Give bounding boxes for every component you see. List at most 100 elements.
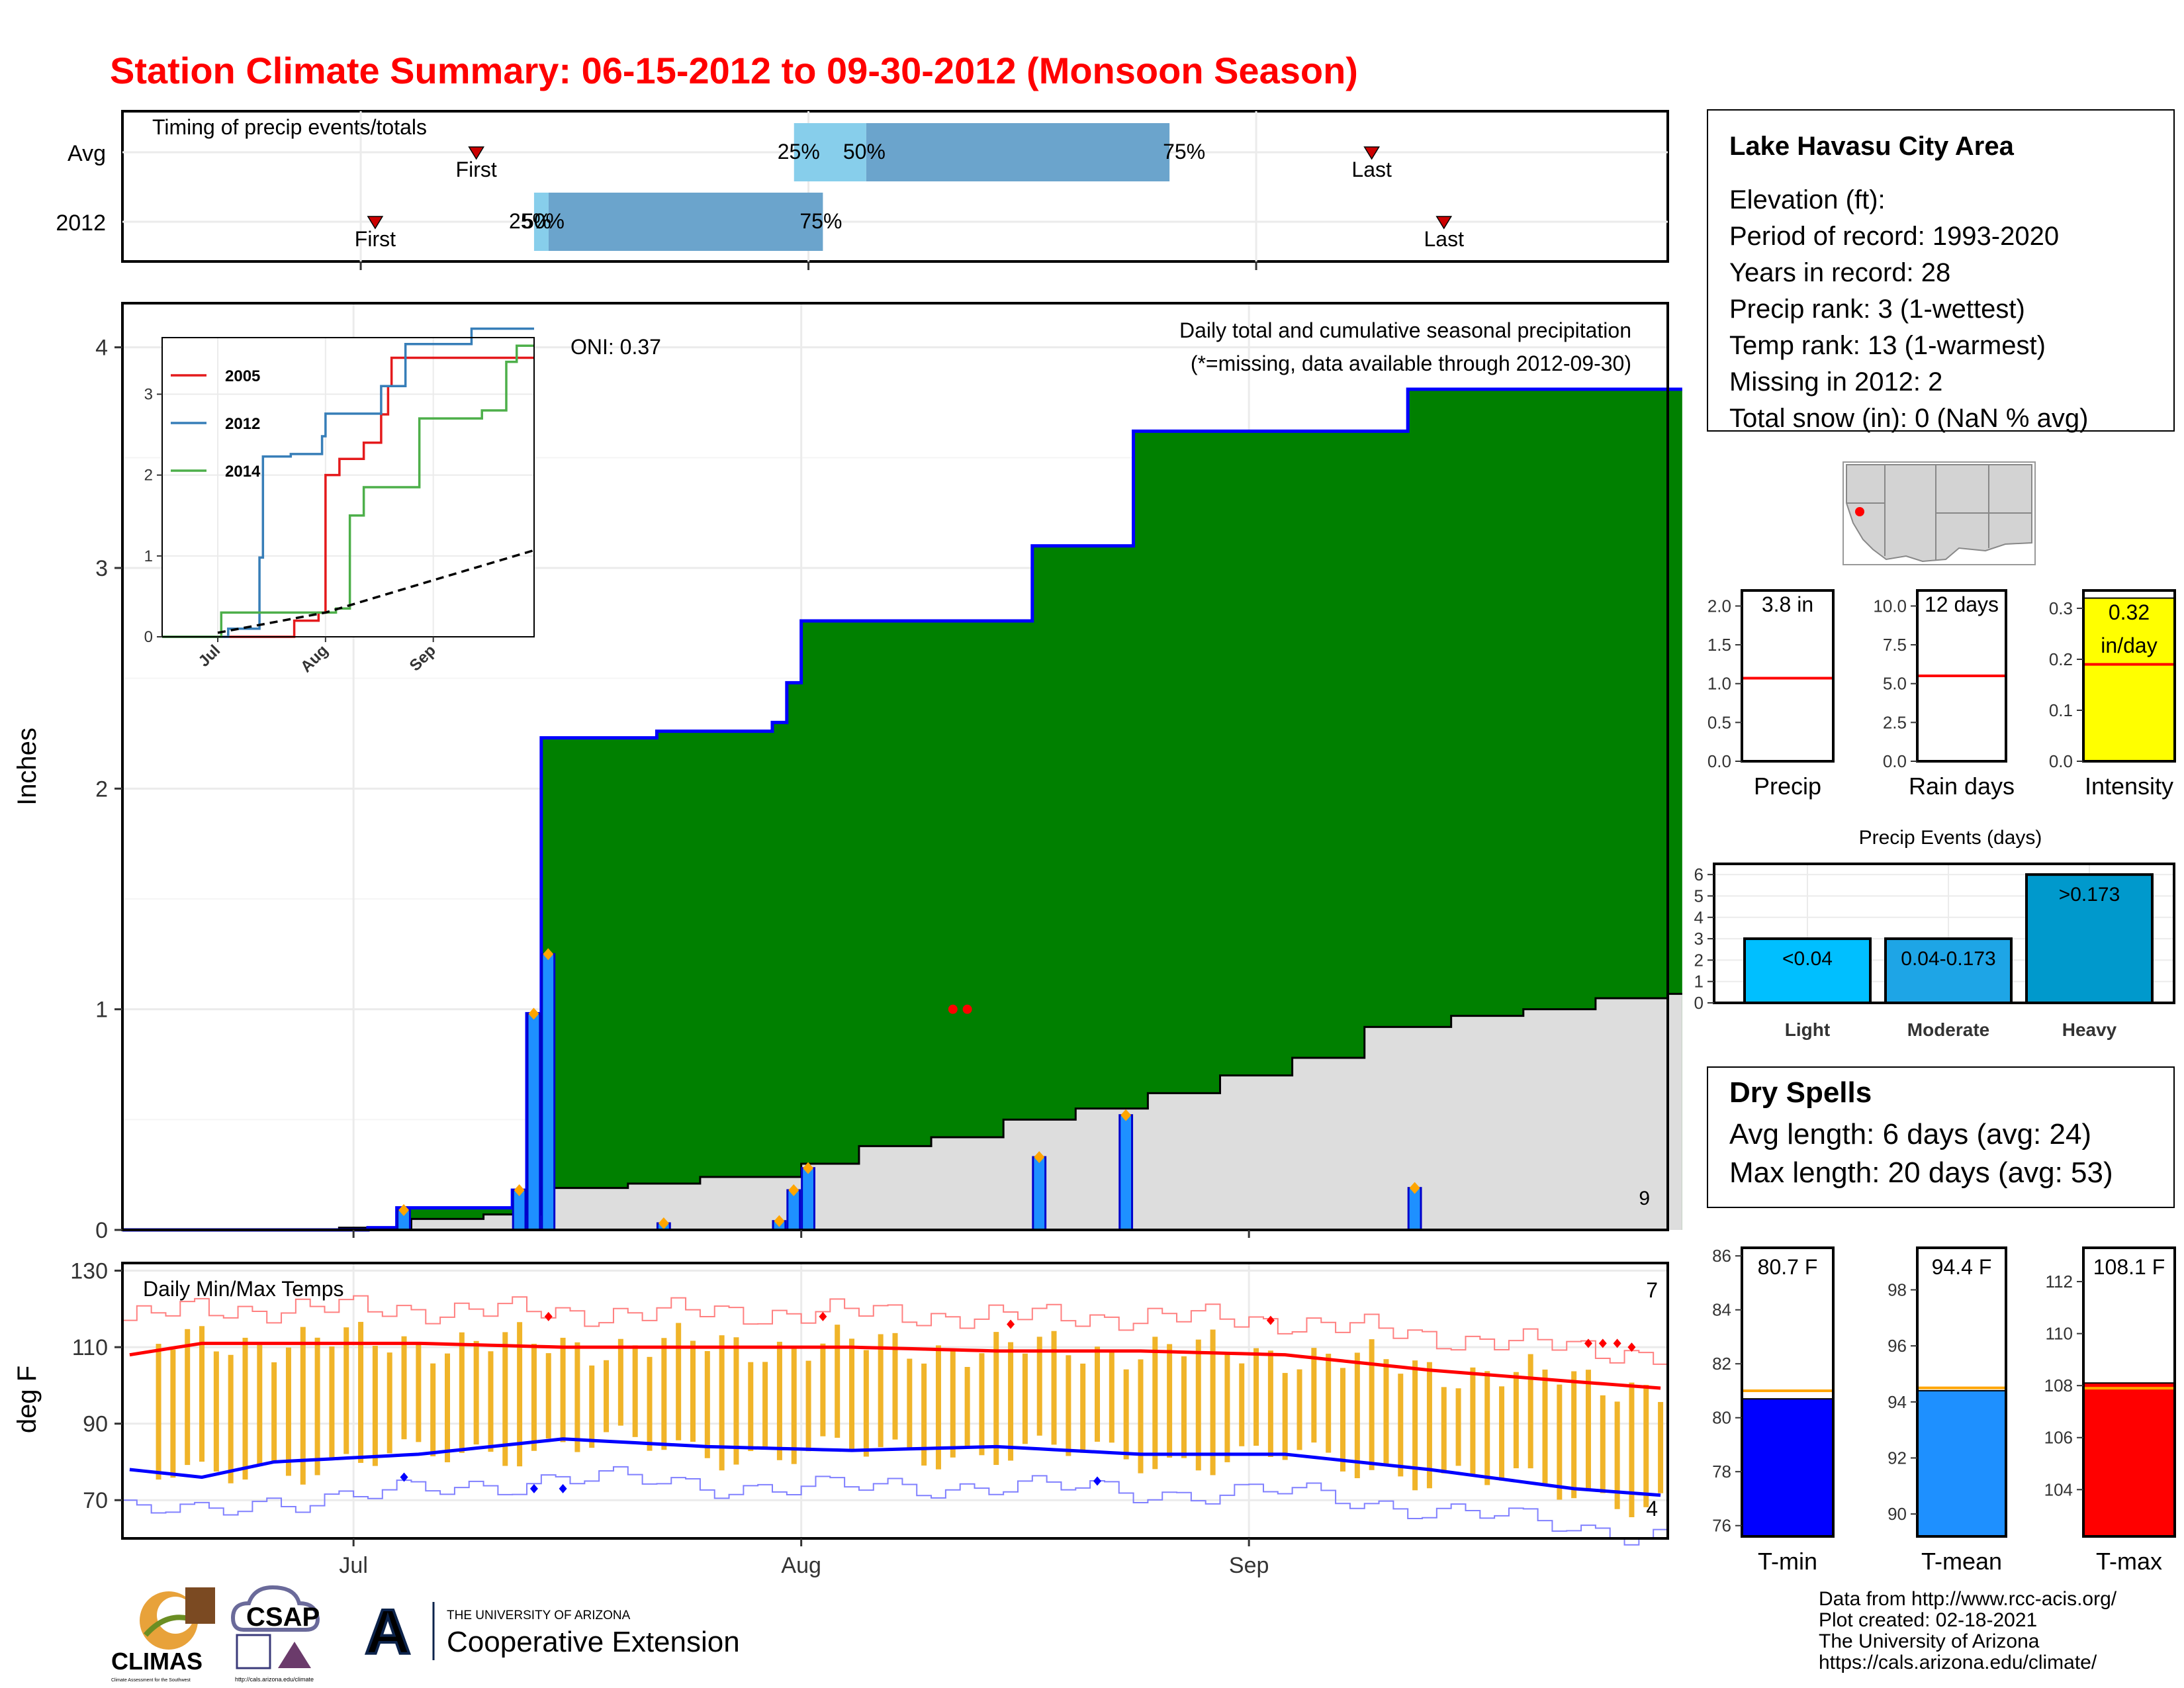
summary-y-tick-label: 5.0 [1883,674,1907,694]
normal-cumulative-area [122,994,1682,1230]
daily-temp-bar [820,1343,826,1436]
inset-legend-label: 2012 [225,415,260,433]
summary-chart-summary_precip: 0.0 0.5 1.0 1.5 2.0 3.8 in Precip [1707,589,1835,800]
daily-temp-bar [285,1347,291,1476]
summary-chart-frame [1741,1246,1835,1538]
daily-temp-bar [1571,1371,1577,1499]
daily-temp-bar [416,1342,422,1442]
events-bar [2025,873,2154,1004]
summary-y-tick-label: 0.1 [2049,700,2073,720]
daily-temp-bar [1253,1348,1259,1446]
inset-y-tick-label: 2 [144,467,153,485]
daily-temp-bar [1527,1354,1533,1469]
footer-line-university: The University of Arizona [1819,1630,2040,1652]
events-y-tick-label: 5 [1694,886,1704,906]
summary-value-bar [1741,590,1834,762]
timing-row-avg-label: Avg [68,141,106,166]
daily-temp-bar [1542,1369,1548,1485]
quantile-label-50: 50% [522,209,565,233]
avg-min-temp-line [129,1437,1661,1497]
daily-temp-bar [502,1332,508,1466]
record-low-marker [529,1483,538,1493]
record-high-marker [1598,1338,1607,1348]
dry-spells-title: Dry Spells [1729,1076,1872,1109]
inset-series-line-2012 [162,327,534,638]
daily-precip-bar [1118,1114,1134,1231]
ua-extension-logo: A THE UNIVERSITY OF ARIZONA Cooperative … [363,1595,740,1669]
temp-y-tick-label: 90 [83,1412,108,1437]
avg-max-temp-line [129,1341,1661,1390]
daily-temp-bar [1340,1368,1345,1472]
summary-y-tick-label: 86 [1712,1246,1731,1266]
daily-temp-bar [1470,1367,1476,1475]
daily-temp-bar [1643,1385,1649,1507]
summary-chart-frame [1741,589,1835,763]
record-high-marker [544,1311,553,1321]
daily-temp-bar [617,1338,623,1426]
summary-value-label: 0.32 [2109,600,2150,624]
daily-temp-bar [1167,1344,1173,1458]
ua-logo-big-text: Cooperative Extension [447,1626,740,1658]
summary-y-tick-label: 0.3 [2049,598,2073,618]
daily-temp-bar [719,1335,725,1471]
daily-temp-bar [776,1341,782,1460]
inset-series-line-2014 [162,344,534,638]
summary-chart-summary_intensity: 0.0 0.1 0.2 0.3 0.32 in/day Intensity [2049,589,2176,800]
daily-temp-bar [574,1342,580,1452]
daily-temp-bar [156,1344,161,1480]
station-line-period: Period of record: 1993-2020 [1729,222,2059,251]
temp-y-tick-label: 70 [83,1488,108,1513]
daily-temp-bar [849,1338,855,1452]
daily-temp-bar [748,1362,754,1452]
daily-temp-bar [604,1360,610,1432]
quantile-label-75: 75% [1163,140,1205,164]
daily-temp-bar [589,1365,595,1448]
summary-value-bar [2083,597,2175,762]
summary-chart-frame [1916,589,2007,763]
daily-precip-marker [528,1008,539,1020]
summary-x-label: T-max [2096,1548,2162,1575]
summary-y-tick-label: 76 [1712,1516,1731,1536]
daily-precip-marker [788,1184,799,1196]
events-bar-label: <0.04 [1782,948,1833,970]
daily-temp-bar [1152,1336,1158,1470]
missing-day-marker [948,1004,958,1014]
daily-temp-bar [358,1321,364,1463]
summary-y-tick-label: 2.5 [1883,712,1907,732]
daily-temp-bar [1109,1350,1115,1443]
quantile-bar-50-75 [866,123,1170,181]
station-info-box: Lake Havasu City Area Elevation (ft): Pe… [1707,109,2175,433]
dry-spells-max: Max length: 20 days (avg: 53) [1729,1156,2113,1189]
station-line-temp-rank: Temp rank: 13 (1-warmest) [1729,331,2046,360]
first-event-marker [367,216,384,230]
last-event-marker [1435,216,1453,230]
daily-temp-bar [242,1337,248,1480]
csap-logo: CSAP http://cals.arizona.edu/climate [230,1585,320,1683]
daily-temp-bar [343,1327,349,1454]
station-line-elevation: Elevation (ft): [1729,185,1886,214]
daily-temp-bar [1383,1359,1389,1466]
page-title: Station Climate Summary: 06-15-2012 to 0… [110,50,1358,91]
daily-temp-bar [314,1337,320,1476]
daily-temp-bar [690,1340,696,1442]
daily-temp-bar [878,1334,884,1448]
daily-temp-bar [1398,1374,1404,1477]
climas-logo: CLIMAS Climate Assessment for the Southw… [111,1587,215,1683]
daily-temp-bar [935,1345,941,1470]
summary-y-tick-label: 0.5 [1707,712,1731,732]
events-bar [1884,937,2013,1004]
last-event-marker [1363,146,1380,160]
events-y-tick-label: 3 [1694,929,1704,949]
events-y-tick-label: 2 [1694,950,1704,970]
daily-temp-bar [1210,1329,1216,1476]
daily-temp-bar [661,1338,667,1450]
daily-temp-bar [950,1350,956,1458]
summary-y-tick-label: 7.5 [1883,635,1907,655]
summary-value-label: 80.7 F [1758,1255,1818,1279]
daily-temp-bar [1326,1354,1332,1453]
climas-logo-subtext: Climate Assessment for the Southwest [111,1678,191,1683]
precip-count-label: 9 [1639,1188,1650,1209]
summary-y-tick-label: 0.0 [2049,751,2073,771]
daily-precip-marker [1120,1109,1132,1121]
